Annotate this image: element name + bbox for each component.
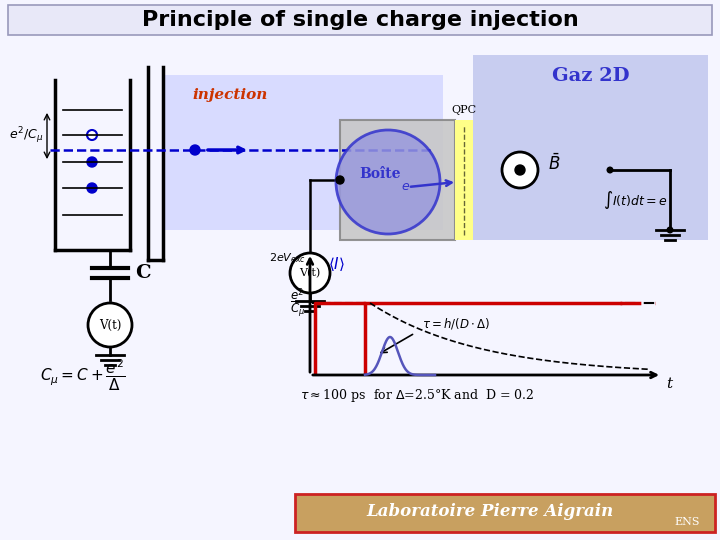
Circle shape bbox=[606, 166, 613, 173]
Text: $2eV_{exc}$: $2eV_{exc}$ bbox=[269, 251, 306, 265]
Circle shape bbox=[87, 183, 97, 193]
Text: $\dfrac{e^2}{C_\mu}$: $\dfrac{e^2}{C_\mu}$ bbox=[290, 286, 306, 320]
Bar bbox=[163, 75, 443, 230]
Circle shape bbox=[667, 226, 673, 233]
Text: Boîte: Boîte bbox=[359, 167, 401, 181]
Circle shape bbox=[515, 165, 525, 175]
Text: t: t bbox=[666, 377, 672, 391]
Text: $\tau\approx$100 ps  for $\Delta$=2.5°K and  D = 0.2: $\tau\approx$100 ps for $\Delta$=2.5°K a… bbox=[300, 387, 534, 403]
Text: Laboratoire Pierre Aigrain: Laboratoire Pierre Aigrain bbox=[366, 503, 613, 521]
Bar bbox=[295, 494, 715, 532]
Text: $e^2/C_\mu$: $e^2/C_\mu$ bbox=[9, 126, 43, 146]
Text: $e$: $e$ bbox=[402, 180, 410, 193]
Text: V(t): V(t) bbox=[99, 319, 121, 332]
Bar bbox=[8, 5, 712, 35]
Circle shape bbox=[290, 253, 330, 293]
Text: $\langle I \rangle$: $\langle I \rangle$ bbox=[328, 255, 345, 273]
Text: injection: injection bbox=[192, 88, 268, 102]
Text: ENS: ENS bbox=[675, 517, 700, 527]
Text: Gaz 2D: Gaz 2D bbox=[552, 67, 629, 85]
Text: $C_\mu = C + \dfrac{e^2}{\Delta}$: $C_\mu = C + \dfrac{e^2}{\Delta}$ bbox=[40, 357, 125, 393]
Text: $\tau = h/(D\cdot\Delta)$: $\tau = h/(D\cdot\Delta)$ bbox=[422, 316, 490, 331]
Bar bbox=[340, 120, 455, 240]
Circle shape bbox=[87, 130, 97, 140]
Circle shape bbox=[87, 157, 97, 167]
Circle shape bbox=[88, 303, 132, 347]
Bar bbox=[455, 120, 473, 240]
Bar bbox=[473, 55, 708, 240]
Circle shape bbox=[502, 152, 538, 188]
Circle shape bbox=[336, 176, 344, 184]
Text: C: C bbox=[135, 264, 150, 282]
Circle shape bbox=[336, 130, 440, 234]
Text: QPC: QPC bbox=[451, 105, 477, 115]
Text: $\int I(t)dt = e$: $\int I(t)dt = e$ bbox=[603, 189, 667, 211]
Text: V(t): V(t) bbox=[300, 268, 320, 278]
Circle shape bbox=[190, 145, 200, 155]
Text: Principle of single charge injection: Principle of single charge injection bbox=[142, 10, 578, 30]
Text: $\bar{B}$: $\bar{B}$ bbox=[548, 154, 560, 174]
